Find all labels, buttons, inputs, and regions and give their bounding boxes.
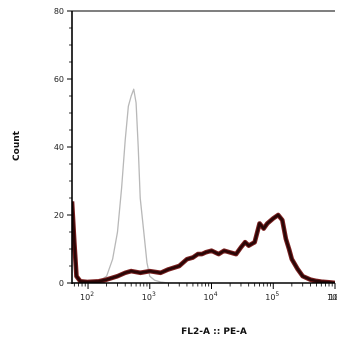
x-tick-label: 104	[204, 291, 218, 302]
y-tick-label: 80	[54, 7, 64, 16]
x-axis-title: FL2-A :: PE-A	[181, 327, 247, 337]
x-tick-label: 106	[327, 291, 337, 302]
x-tick-label: 105	[265, 291, 279, 302]
y-axis-title: Count	[12, 130, 22, 161]
series-1-line	[72, 201, 335, 283]
x-tick-label-partial: 10	[329, 293, 337, 302]
series-0-line	[72, 88, 180, 283]
x-tick-label: 102	[80, 291, 94, 302]
y-tick-label: 0	[59, 279, 64, 288]
x-tick-label: 103	[142, 291, 156, 302]
y-tick-label: 40	[54, 143, 64, 152]
y-tick-label: 20	[54, 211, 64, 220]
axes-layer	[67, 10, 336, 289]
series-1-edge	[72, 201, 335, 283]
series-layer	[72, 88, 335, 283]
labels-layer: 0 20 40 60 80 102 103 104 105 10610	[54, 7, 337, 302]
y-tick-label: 60	[54, 75, 64, 84]
